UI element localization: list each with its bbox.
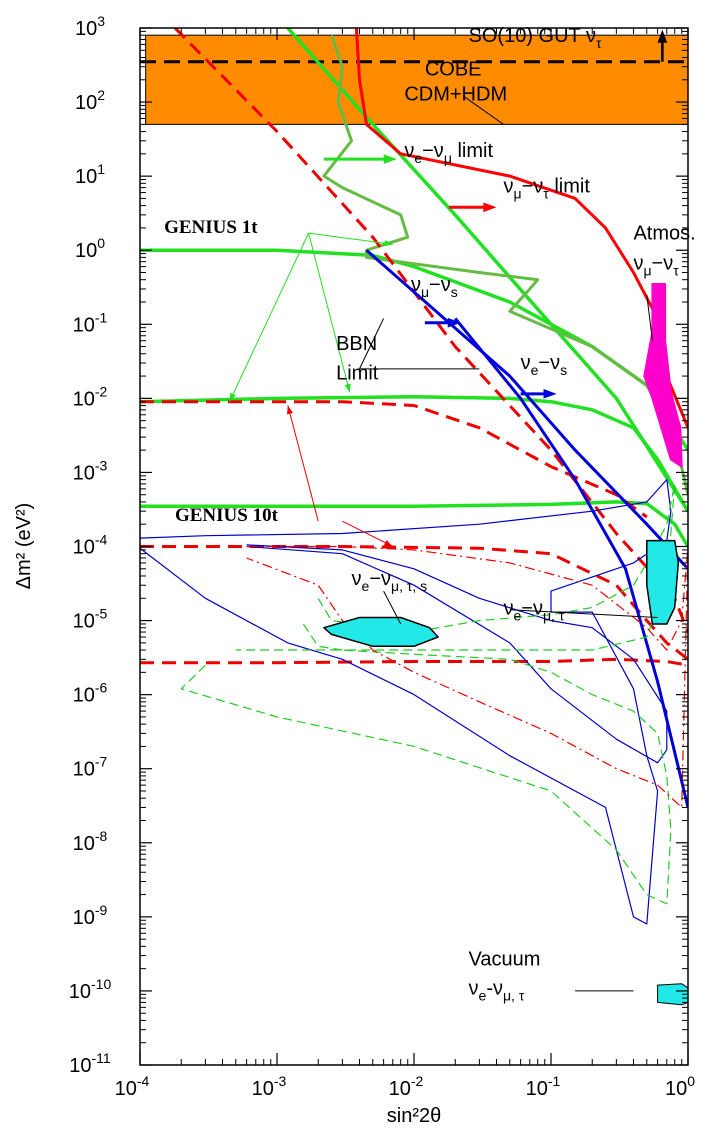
arrowhead-nue_nus_arrow xyxy=(543,389,557,399)
arrowhead-numu_nutau_arrow xyxy=(483,202,497,213)
annotation-numu_nus: νμ−νs xyxy=(411,274,458,300)
x-axis-title: sin²2θ xyxy=(387,1105,441,1127)
tick-label: 10-4 xyxy=(73,532,108,559)
tick-label: 10-5 xyxy=(73,606,108,633)
leader-arrowhead xyxy=(383,240,393,247)
leader-line xyxy=(383,590,402,625)
series-solar_sma xyxy=(323,616,439,648)
tick-label: 10-1 xyxy=(526,1073,561,1100)
cobe-band xyxy=(145,34,688,125)
tick-label: 10-2 xyxy=(389,1073,424,1100)
annotation-cobe: COBE xyxy=(425,58,482,80)
leader-line xyxy=(308,233,351,393)
annotation-so10: SO(10) GUT ντ xyxy=(469,25,602,51)
tick-label: 10-7 xyxy=(73,754,108,781)
series-solar_lma xyxy=(646,539,680,625)
tick-label: 10-3 xyxy=(73,457,108,484)
bands-layer xyxy=(145,34,688,125)
leader-arrowhead xyxy=(344,383,351,393)
leader-line xyxy=(463,95,504,125)
series-nue_numu_limit_line xyxy=(286,28,688,513)
series-atmos_region xyxy=(643,283,683,468)
leaders-layer xyxy=(229,95,658,992)
series-bbn_limit_c xyxy=(140,545,688,661)
series-layer xyxy=(140,28,688,1006)
tick-label: 10-3 xyxy=(252,1073,287,1100)
arrowhead-so10_arrow xyxy=(657,29,668,43)
leader-line xyxy=(308,232,393,245)
leader-line xyxy=(287,405,319,522)
series-nue_numu_limit_curve xyxy=(322,34,688,496)
tick-label: 100 xyxy=(665,1073,695,1100)
tick-label: 10-2 xyxy=(73,383,108,410)
annotation-nue_numu_limit: νe−νμ limit xyxy=(404,140,493,166)
leader-line xyxy=(646,294,653,341)
annotation-vacuum: Vacuum xyxy=(469,949,541,971)
annotation-atmos_sub: νμ−ντ xyxy=(633,252,679,278)
tick-label: 10-9 xyxy=(73,902,108,929)
tick-label: 10-8 xyxy=(73,828,108,855)
leader-line xyxy=(342,520,394,547)
annotations-layer: SO(10) GUT ντ COBE CDM+HDM νe−νμ limit νμ−ντ… xyxy=(164,25,696,1003)
series-nue_nus xyxy=(454,317,688,808)
series-bbn_limit_b xyxy=(140,400,648,519)
series-bbn_limit_diag xyxy=(173,28,688,633)
leader-line xyxy=(229,232,310,402)
series-dataset_red_dashdot xyxy=(246,545,688,809)
series-dataset_blue_inner xyxy=(246,544,668,764)
series-genius_1t_b xyxy=(140,395,688,513)
tick-label: 10-11 xyxy=(69,1050,111,1077)
annotation-atmos: Atmos. xyxy=(633,222,695,244)
annotation-genius1t: GENIUS 1t xyxy=(164,217,258,238)
leader-arrowhead xyxy=(229,392,236,402)
leader-arrowhead xyxy=(287,405,293,415)
arrowhead-nue_numu_arrow xyxy=(383,154,397,164)
tick-label: 103 xyxy=(75,13,105,40)
tick-label: 10-1 xyxy=(73,309,108,336)
series-numu_nus xyxy=(365,249,688,570)
tick-label: 10-10 xyxy=(69,976,112,1003)
series-dataset_green_dash_outer xyxy=(180,649,672,905)
annotation-vacuum_sub: νe-νμ, τ xyxy=(469,977,525,1003)
leader-arrowhead xyxy=(383,539,393,547)
annotation-nue_mutaus: νe−νμ, τ, s xyxy=(352,568,428,594)
ticks-layer: 10-4 10-3 10-2 10-1 100 10-11 10-10 10-9 10-8 10-… xyxy=(69,13,695,1100)
tick-label: 100 xyxy=(75,235,105,262)
annotation-cdmhdm: CDM+HDM xyxy=(404,84,507,106)
series-vacuum xyxy=(657,983,688,1006)
tick-label: 10-6 xyxy=(73,680,108,707)
series-bbn_limit_d xyxy=(140,657,688,667)
tick-label: 10-4 xyxy=(115,1073,150,1100)
annotation-bbn: BBN xyxy=(336,333,377,355)
annotation-numu_nutau_limit: νμ−ντ limit xyxy=(503,176,590,202)
annotation-genius10t: GENIUS 10t xyxy=(175,505,279,526)
arrows-layer xyxy=(323,29,668,399)
annotation-nue_mutau: νe−νμ, τ xyxy=(503,598,564,624)
series-genius_10t xyxy=(140,500,688,548)
series-dataset_blue_outer xyxy=(140,479,672,925)
leader-line xyxy=(359,318,385,370)
tick-label: 102 xyxy=(75,87,105,114)
y-axis-title: Δm² (eV²) xyxy=(13,503,35,590)
leader-line xyxy=(509,609,658,619)
arrowhead-numu_nus_arrow xyxy=(447,317,461,328)
annotation-limit: Limit xyxy=(336,362,379,384)
tick-label: 101 xyxy=(75,161,105,188)
series-dataset_green_dash_inner xyxy=(300,483,676,651)
annotation-nue_nus: νe−νs xyxy=(521,352,567,378)
